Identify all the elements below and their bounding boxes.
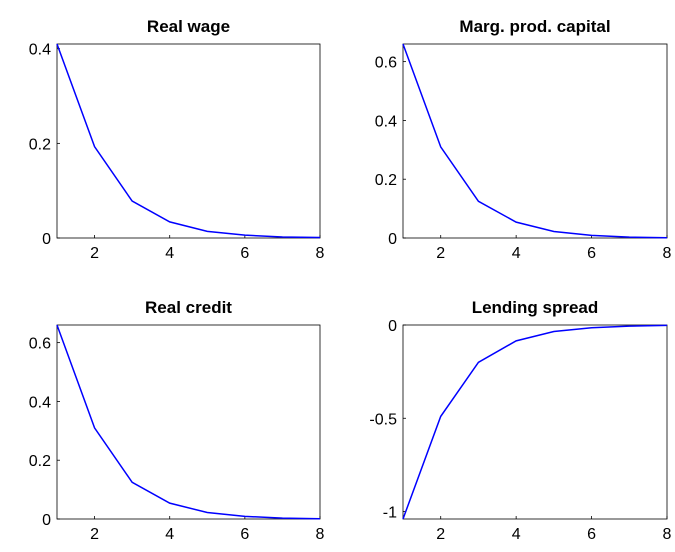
y-tick-label: 0.4 bbox=[375, 113, 397, 130]
x-tick-label: 2 bbox=[436, 245, 445, 262]
subplot-title: Real wage bbox=[147, 17, 230, 36]
y-tick-label: 0.4 bbox=[29, 42, 51, 59]
y-tick-label: 0.4 bbox=[29, 394, 51, 411]
line-series bbox=[56, 43, 321, 239]
y-tick-label: 0.2 bbox=[375, 172, 397, 189]
y-tick-label: 0 bbox=[388, 318, 397, 335]
y-tick-label: 0.6 bbox=[375, 55, 397, 72]
x-tick-label: 6 bbox=[240, 526, 249, 543]
subplot-title: Real credit bbox=[145, 298, 232, 317]
axes-box bbox=[402, 43, 668, 239]
x-tick-label: 6 bbox=[587, 526, 596, 543]
x-tick-label: 8 bbox=[663, 245, 672, 262]
x-tick-label: 8 bbox=[316, 245, 325, 262]
x-tick-label: 4 bbox=[512, 526, 521, 543]
x-tick-label: 8 bbox=[663, 526, 672, 543]
axes-box bbox=[402, 324, 668, 520]
y-tick-label: 0 bbox=[42, 512, 51, 529]
line-series bbox=[56, 324, 321, 520]
x-tick-label: 2 bbox=[90, 526, 99, 543]
x-tick-label: 2 bbox=[436, 526, 445, 543]
y-tick-label: 0.2 bbox=[29, 453, 51, 470]
y-tick-label: 0 bbox=[388, 231, 397, 248]
x-tick-label: 6 bbox=[240, 245, 249, 262]
x-tick-label: 4 bbox=[165, 245, 174, 262]
subplot-title: Marg. prod. capital bbox=[459, 17, 610, 36]
subplot-title: Lending spread bbox=[472, 298, 599, 317]
x-tick-label: 8 bbox=[316, 526, 325, 543]
x-tick-label: 4 bbox=[512, 245, 521, 262]
x-tick-label: 2 bbox=[90, 245, 99, 262]
line-series bbox=[402, 324, 668, 520]
x-tick-label: 6 bbox=[587, 245, 596, 262]
x-tick-label: 4 bbox=[165, 526, 174, 543]
y-tick-label: -1 bbox=[383, 505, 397, 522]
axes-box bbox=[56, 43, 321, 239]
y-tick-label: 0.2 bbox=[29, 136, 51, 153]
line-series bbox=[402, 43, 668, 239]
y-tick-label: 0.6 bbox=[29, 336, 51, 353]
axes-box bbox=[56, 324, 321, 520]
y-tick-label: 0 bbox=[42, 231, 51, 248]
y-tick-label: -0.5 bbox=[369, 411, 397, 428]
